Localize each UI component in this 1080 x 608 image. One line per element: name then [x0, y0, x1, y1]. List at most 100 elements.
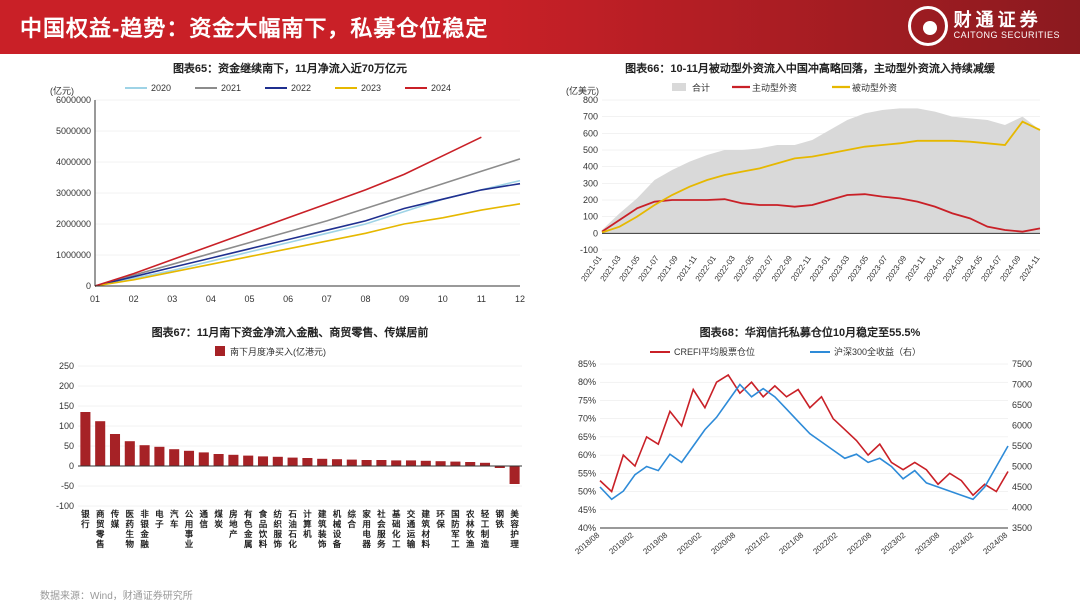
svg-text:医: 医	[126, 509, 135, 519]
svg-text:2018/08: 2018/08	[573, 530, 601, 556]
svg-text:物: 物	[126, 539, 135, 549]
svg-text:工: 工	[451, 539, 460, 549]
svg-text:300: 300	[583, 178, 598, 188]
svg-text:12: 12	[515, 294, 525, 304]
svg-text:80%: 80%	[578, 377, 596, 387]
svg-text:信: 信	[200, 519, 209, 529]
svg-text:2020/08: 2020/08	[709, 530, 737, 556]
svg-text:械: 械	[333, 519, 342, 529]
svg-text:0: 0	[593, 228, 598, 238]
svg-text:6000000: 6000000	[56, 95, 91, 105]
svg-text:06: 06	[283, 294, 293, 304]
svg-text:务: 务	[377, 539, 386, 549]
svg-text:800: 800	[583, 95, 598, 105]
svg-text:机: 机	[333, 509, 342, 519]
svg-text:CREFI平均股票仓位: CREFI平均股票仓位	[674, 346, 755, 357]
svg-text:车: 车	[170, 519, 179, 529]
svg-text:有: 有	[244, 509, 253, 519]
svg-text:计: 计	[303, 509, 312, 519]
svg-text:会: 会	[376, 519, 386, 529]
svg-text:2021/02: 2021/02	[743, 530, 771, 556]
svg-text:2023/08: 2023/08	[913, 530, 941, 556]
svg-text:护: 护	[510, 529, 519, 539]
svg-text:2021: 2021	[221, 83, 241, 93]
svg-text:容: 容	[509, 519, 519, 529]
svg-text:07: 07	[322, 294, 332, 304]
svg-text:400: 400	[583, 162, 598, 172]
svg-text:7000: 7000	[1012, 380, 1032, 390]
svg-text:2021/08: 2021/08	[777, 530, 805, 556]
svg-text:用: 用	[184, 519, 194, 529]
brand-logo: 财通证券 CAITONG SECURITIES	[908, 6, 1060, 46]
svg-text:电: 电	[155, 509, 164, 519]
svg-text:被动型外资: 被动型外资	[852, 82, 897, 93]
svg-text:75%: 75%	[578, 395, 596, 405]
svg-text:食: 食	[259, 509, 268, 519]
svg-text:2019/02: 2019/02	[607, 530, 635, 556]
svg-text:筑: 筑	[422, 519, 431, 529]
svg-text:2020: 2020	[151, 83, 171, 93]
svg-text:2023/02: 2023/02	[879, 530, 907, 556]
svg-text:算: 算	[303, 519, 312, 529]
svg-text:03: 03	[167, 294, 177, 304]
svg-text:饰: 饰	[274, 539, 283, 549]
svg-text:45%: 45%	[578, 505, 596, 515]
svg-text:2024-11: 2024-11	[1018, 254, 1042, 283]
chart-67: 图表67：11月南下资金净流入金融、商贸零售、传媒居前 -100-5005010…	[40, 322, 540, 582]
svg-text:公: 公	[185, 509, 194, 519]
svg-text:运: 运	[407, 529, 416, 539]
svg-text:2024: 2024	[431, 83, 451, 93]
svg-text:饰: 饰	[318, 539, 327, 549]
svg-text:主动型外资: 主动型外资	[752, 82, 797, 93]
svg-text:2024/08: 2024/08	[981, 530, 1009, 556]
svg-text:石: 石	[287, 529, 297, 539]
svg-text:银: 银	[139, 519, 149, 529]
svg-text:牧: 牧	[466, 529, 475, 539]
svg-text:金: 金	[243, 529, 253, 539]
svg-text:合: 合	[347, 519, 357, 529]
svg-text:4000000: 4000000	[56, 157, 91, 167]
svg-text:防: 防	[451, 519, 460, 529]
svg-text:综: 综	[348, 509, 357, 519]
svg-text:2023: 2023	[361, 83, 381, 93]
svg-text:铁: 铁	[496, 519, 505, 529]
svg-text:房: 房	[229, 509, 238, 519]
svg-text:3500: 3500	[1012, 523, 1032, 533]
svg-text:子: 子	[155, 519, 164, 529]
svg-text:饮: 饮	[258, 529, 268, 539]
svg-text:70%: 70%	[578, 414, 596, 424]
svg-text:事: 事	[185, 529, 194, 539]
svg-text:色: 色	[244, 519, 253, 529]
svg-text:输: 输	[407, 539, 416, 549]
chart-65: 图表65：资金继续南下，11月净流入近70万亿元 010000002000000…	[40, 58, 540, 318]
svg-text:造: 造	[481, 539, 490, 549]
svg-text:50%: 50%	[578, 487, 596, 497]
svg-text:0: 0	[69, 461, 74, 471]
svg-text:200: 200	[59, 381, 74, 391]
svg-text:农: 农	[465, 509, 475, 519]
svg-text:林: 林	[466, 519, 475, 529]
svg-text:0: 0	[86, 281, 91, 291]
svg-text:-50: -50	[61, 481, 74, 491]
svg-text:机: 机	[303, 529, 312, 539]
svg-text:制: 制	[481, 529, 490, 539]
svg-text:国: 国	[451, 509, 460, 519]
svg-text:700: 700	[583, 112, 598, 122]
svg-text:55%: 55%	[578, 468, 596, 478]
svg-text:(亿元): (亿元)	[50, 85, 74, 96]
svg-text:织: 织	[274, 519, 283, 529]
chart-67-title: 图表67：11月南下资金净流入金融、商贸零售、传媒居前	[40, 324, 540, 340]
svg-text:2000000: 2000000	[56, 219, 91, 229]
svg-text:保: 保	[435, 519, 445, 529]
svg-text:料: 料	[422, 539, 431, 549]
svg-text:100: 100	[59, 421, 74, 431]
svg-text:零: 零	[95, 529, 105, 539]
svg-text:化: 化	[288, 539, 297, 549]
svg-text:传: 传	[110, 509, 120, 519]
svg-text:媒: 媒	[110, 519, 120, 529]
svg-text:药: 药	[126, 519, 135, 529]
svg-text:6500: 6500	[1012, 400, 1032, 410]
svg-text:础: 础	[392, 519, 401, 529]
svg-text:属: 属	[244, 539, 253, 549]
svg-text:非: 非	[140, 509, 149, 519]
